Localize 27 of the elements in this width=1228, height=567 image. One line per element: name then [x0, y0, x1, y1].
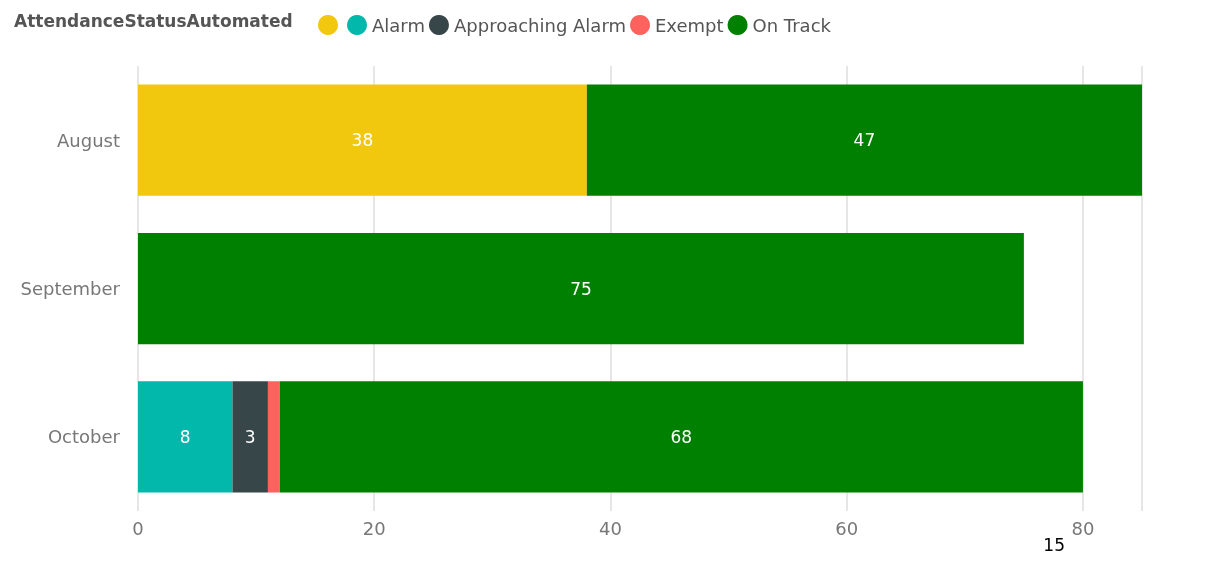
bar: [279, 381, 1083, 493]
y-tick-label: August: [57, 129, 120, 151]
bar: [138, 381, 233, 493]
x-tick-label: 0: [132, 517, 144, 539]
data-label: 38: [351, 130, 374, 151]
legend-label: On Track: [752, 14, 832, 36]
bar: [232, 381, 268, 493]
x-tick-label: 60: [835, 517, 859, 539]
data-label: 47: [853, 130, 876, 151]
data-label: 68: [670, 426, 693, 447]
y-tick-label: October: [47, 426, 121, 448]
bar: [138, 84, 587, 196]
data-label: 3: [244, 426, 256, 447]
data-label: 75: [570, 278, 592, 299]
text: 15: [1043, 534, 1066, 555]
bar: [138, 232, 1024, 345]
x-tick-label: 20: [362, 517, 386, 539]
y-tick-label: September: [20, 278, 121, 299]
bar: [267, 381, 280, 493]
x-tick-label: 80: [1071, 517, 1095, 539]
legend-label: Exempt: [655, 14, 724, 36]
legend-title: AttendanceStatusAutomated: [14, 10, 293, 31]
legend-label: Alarm: [372, 14, 425, 36]
x-tick-label: 40: [599, 517, 622, 539]
legend-label: Approaching Alarm: [453, 14, 627, 36]
bar: [586, 84, 1142, 196]
data-label: 8: [179, 426, 191, 447]
